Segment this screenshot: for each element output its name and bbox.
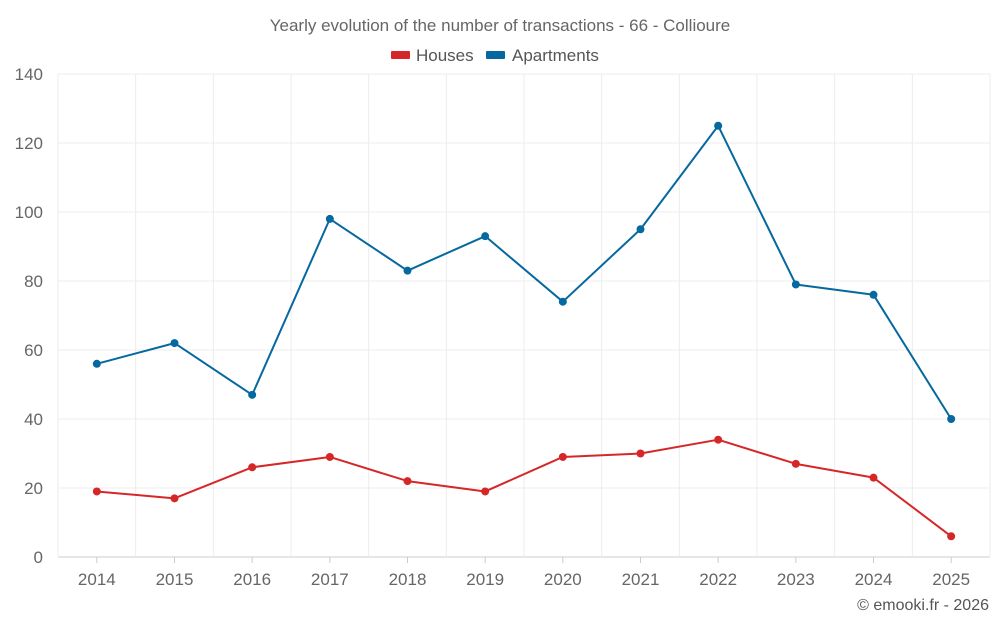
data-point-apartments-2014[interactable] [92,359,101,368]
chart-title: Yearly evolution of the number of transa… [270,16,731,35]
data-point-houses-2020[interactable] [558,452,567,461]
legend: Houses Apartments [391,46,599,65]
series-line-apartments [96,124,953,420]
data-point-houses-2021[interactable] [636,449,645,458]
data-point-houses-2015[interactable] [170,494,179,503]
data-point-houses-2019[interactable] [481,487,490,496]
series-layer [92,121,956,541]
x-tick-label: 2018 [389,570,427,589]
data-point-houses-2022[interactable] [714,435,723,444]
x-axis: 2014 2015 2016 2017 2018 2019 2020 2021 2022 2023… [78,557,970,589]
y-tick-label: 100 [15,203,43,222]
data-point-houses-2018[interactable] [403,477,412,486]
legend-label-houses: Houses [416,46,474,65]
x-tick-label: 2014 [78,570,116,589]
data-point-apartments-2024[interactable] [869,290,878,299]
x-tick-label: 2024 [855,570,893,589]
data-point-houses-2017[interactable] [325,452,334,461]
data-point-apartments-2023[interactable] [791,280,800,289]
x-tick-label: 2023 [777,570,815,589]
data-point-apartments-2020[interactable] [558,297,567,306]
y-tick-label: 0 [34,548,43,567]
legend-item-houses[interactable]: Houses [391,46,474,65]
data-point-houses-2016[interactable] [248,463,257,472]
data-point-apartments-2022[interactable] [714,121,723,130]
x-tick-label: 2020 [544,570,582,589]
data-point-apartments-2025[interactable] [947,415,956,423]
y-axis: 0 20 40 60 80 100 120 140 [15,65,43,567]
data-point-apartments-2019[interactable] [481,232,490,241]
data-point-houses-2023[interactable] [791,459,800,468]
x-tick-label: 2025 [932,570,970,589]
series-line-houses [96,438,952,538]
y-tick-label: 120 [15,134,43,153]
x-tick-label: 2019 [466,570,504,589]
grid [57,73,991,558]
data-point-apartments-2015[interactable] [170,339,179,348]
data-point-apartments-2021[interactable] [636,225,645,234]
legend-item-apartments[interactable]: Apartments [486,46,599,65]
y-tick-label: 60 [24,341,43,360]
data-point-apartments-2018[interactable] [403,266,412,275]
data-point-apartments-2016[interactable] [248,390,257,399]
x-tick-label: 2017 [311,570,349,589]
legend-swatch-houses [391,51,410,59]
y-tick-label: 140 [15,65,43,84]
x-tick-label: 2021 [622,570,660,589]
data-point-houses-2014[interactable] [92,487,101,496]
data-point-houses-2024[interactable] [869,473,878,482]
y-tick-label: 20 [24,479,43,498]
x-tick-label: 2016 [233,570,271,589]
legend-swatch-apartments [486,51,505,59]
x-tick-label: 2015 [156,570,194,589]
credit: © emooki.fr - 2026 [857,597,989,614]
data-point-houses-2025[interactable] [947,532,956,541]
x-tick-label: 2022 [699,570,737,589]
legend-label-apartments: Apartments [512,46,599,65]
y-tick-label: 40 [24,410,43,429]
y-tick-label: 80 [24,272,43,291]
data-point-apartments-2017[interactable] [325,214,334,223]
